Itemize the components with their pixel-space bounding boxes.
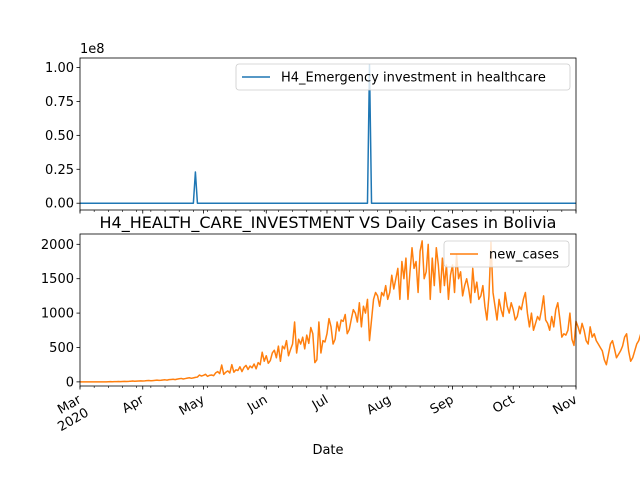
- bottom-x-axis-label: Date: [312, 443, 343, 458]
- top-axes: 0.00 0.25 0.50 0.75 1.00 1e8 H4_Emergency in…: [45, 42, 577, 214]
- top-y-tick-label: 0.50: [45, 129, 74, 144]
- bottom-y-tick-label: 1000: [41, 307, 74, 322]
- bottom-x-tick-label: Jul: [309, 392, 331, 413]
- bottom-legend-box: [443, 240, 570, 268]
- bottom-chart-title: H4_HEALTH_CARE_INVESTMENT VS Daily Cases…: [100, 213, 557, 233]
- bottom-series-line: [80, 240, 640, 383]
- top-y-tick-label: 0.25: [45, 163, 74, 178]
- top-legend-label: H4_Emergency investment in healthcare: [281, 71, 546, 86]
- top-y-tick-label: 1.00: [45, 61, 74, 76]
- top-axes-frame: [79, 57, 577, 211]
- bottom-y-tick-label: 1500: [41, 272, 74, 287]
- bottom-axes-frame: [79, 233, 577, 387]
- top-offset-text: 1e8: [80, 42, 105, 57]
- bottom-legend: new_cases: [443, 240, 570, 268]
- top-legend-box: [235, 63, 571, 91]
- bottom-y-tick-label: 2000: [41, 238, 74, 253]
- top-axis-ticks: 0.00 0.25 0.50 0.75 1.00: [45, 61, 577, 214]
- bottom-y-tick-label: 0: [66, 375, 74, 390]
- bottom-legend-label: new_cases: [489, 248, 559, 263]
- top-legend: H4_Emergency investment in healthcare: [235, 63, 571, 91]
- top-y-tick-label: 0.00: [45, 197, 74, 212]
- top-y-tick-label: 0.75: [45, 95, 74, 110]
- bottom-x-tick-label-line: Jul: [309, 392, 331, 413]
- top-series-line: [80, 64, 576, 204]
- bottom-plot-lines: [80, 240, 640, 383]
- bottom-y-tick-label: 500: [49, 341, 74, 356]
- top-plot-lines: [80, 64, 576, 204]
